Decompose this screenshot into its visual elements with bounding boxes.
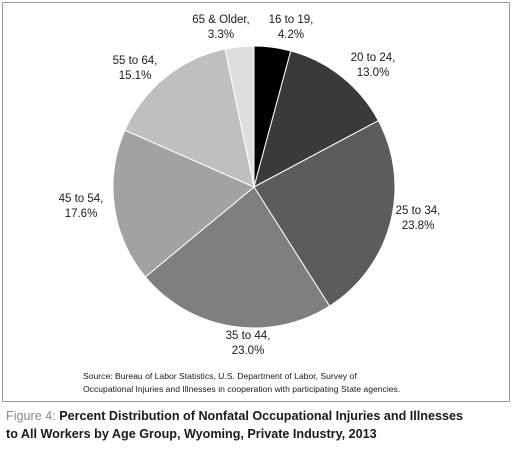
slice-value-label: 23.0% bbox=[232, 345, 265, 357]
source-note-line-2: Occupational Injuries and Illnesses in c… bbox=[83, 384, 401, 394]
slice-category-label: 20 to 24, bbox=[351, 52, 396, 64]
slice-category-label: 55 to 64, bbox=[113, 55, 158, 67]
slice-label-6: 55 to 64, 15.1% bbox=[113, 55, 158, 82]
caption-title-1: Percent Distribution of Nonfatal Occupat… bbox=[59, 409, 463, 423]
pie-chart: 16 to 19, 4.2% 20 to 24, 13.0% 25 to 34, 23.8… bbox=[59, 14, 441, 357]
pie-outline bbox=[112, 45, 396, 329]
slice-label-5: 45 to 54, 17.6% bbox=[59, 193, 104, 220]
pie-labels: 16 to 19, 4.2% 20 to 24, 13.0% 25 to 34, 23.8… bbox=[59, 14, 441, 357]
source-note: Source: Bureau of Labor Statistics, U.S.… bbox=[83, 370, 503, 396]
source-note-line-1: Source: Bureau of Labor Statistics, U.S.… bbox=[83, 371, 357, 381]
figure-caption: Figure 4: Percent Distribution of Nonfat… bbox=[6, 408, 511, 443]
caption-line-1: Figure 4: Percent Distribution of Nonfat… bbox=[6, 408, 511, 426]
slice-label-4: 35 to 44, 23.0% bbox=[226, 330, 271, 357]
slice-label-1: 16 to 19, 4.2% bbox=[269, 14, 314, 41]
slice-label-7: 65 & Older, 3.3% bbox=[192, 14, 250, 41]
figure-frame: 16 to 19, 4.2% 20 to 24, 13.0% 25 to 34, 23.8… bbox=[2, 2, 510, 402]
slice-category-label: 25 to 34, bbox=[396, 205, 441, 217]
slice-value-label: 17.6% bbox=[65, 208, 98, 220]
slice-category-label: 35 to 44, bbox=[226, 330, 271, 342]
slice-label-2: 20 to 24, 13.0% bbox=[351, 52, 396, 79]
slice-category-label: 65 & Older, bbox=[192, 14, 250, 26]
slice-value-label: 15.1% bbox=[119, 70, 152, 82]
slice-value-label: 3.3% bbox=[208, 29, 234, 41]
caption-line-2: to All Workers by Age Group, Wyoming, Pr… bbox=[6, 426, 377, 441]
slice-label-3: 25 to 34, 23.8% bbox=[396, 205, 441, 232]
caption-prefix: Figure 4: bbox=[6, 409, 60, 423]
slice-value-label: 23.8% bbox=[402, 220, 435, 232]
slice-value-label: 13.0% bbox=[357, 67, 390, 79]
slice-value-label: 4.2% bbox=[278, 29, 304, 41]
slice-category-label: 45 to 54, bbox=[59, 193, 104, 205]
pie-slices bbox=[112, 45, 396, 329]
slice-category-label: 16 to 19, bbox=[269, 14, 314, 26]
